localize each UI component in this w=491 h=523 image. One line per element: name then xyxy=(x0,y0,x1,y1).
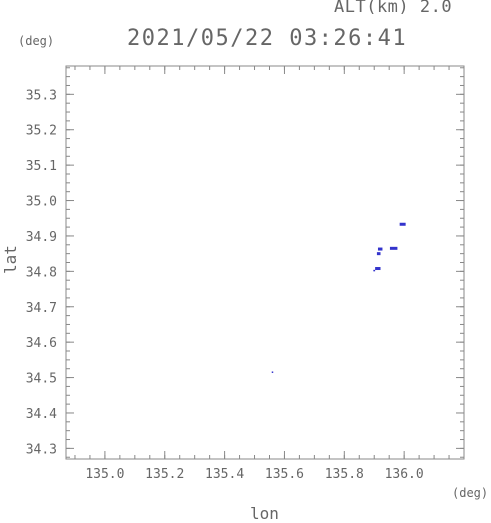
x-unit-label: (deg) xyxy=(452,486,489,500)
data-point xyxy=(389,246,398,250)
data-point xyxy=(375,267,381,271)
data-point xyxy=(399,222,406,226)
y-tick-label: 34.5 xyxy=(26,372,57,387)
data-point xyxy=(377,247,383,251)
y-tick-label: 34.6 xyxy=(26,336,57,351)
y-tick-label: 35.3 xyxy=(26,88,57,103)
x-tick-label: 135.2 xyxy=(145,467,184,482)
y-tick-label: 35.1 xyxy=(26,159,57,174)
y-tick-label: 34.7 xyxy=(26,301,57,316)
y-tick-label: 34.8 xyxy=(26,265,57,280)
data-point xyxy=(271,371,274,373)
x-axis-label: lon xyxy=(250,504,279,523)
x-tick-label: 136.0 xyxy=(385,467,424,482)
y-tick-label: 34.9 xyxy=(26,230,57,245)
data-point xyxy=(376,252,381,256)
axis-ticks: 135.0 135.2 135.4 135.6 135.8 136.0 34.3 34.4 34… xyxy=(26,66,465,482)
timestamp-title: 2021/05/22 03:26:41 xyxy=(127,26,408,51)
y-tick-label: 34.3 xyxy=(26,442,57,457)
data-points xyxy=(271,222,406,373)
y-tick-label: 35.2 xyxy=(26,124,57,139)
x-tick-label: 135.0 xyxy=(85,467,124,482)
x-tick-label: 135.4 xyxy=(205,467,244,482)
data-point xyxy=(373,269,376,272)
y-tick-label: 35.0 xyxy=(26,195,57,210)
plot-frame xyxy=(65,65,465,460)
x-tick-label: 135.8 xyxy=(325,467,364,482)
x-tick-label: 135.6 xyxy=(265,467,304,482)
altitude-label: ALT(km) 2.0 xyxy=(334,0,453,17)
y-tick-label: 34.4 xyxy=(26,407,57,422)
y-unit-label: (deg) xyxy=(18,34,55,48)
